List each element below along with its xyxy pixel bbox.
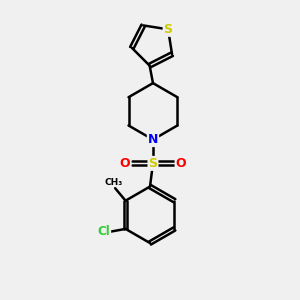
Text: O: O — [120, 157, 130, 170]
Text: Cl: Cl — [98, 225, 110, 239]
Text: S: S — [164, 23, 172, 36]
Text: CH₃: CH₃ — [104, 178, 123, 187]
Text: N: N — [148, 133, 158, 146]
Text: O: O — [176, 157, 186, 170]
Text: S: S — [148, 157, 158, 170]
